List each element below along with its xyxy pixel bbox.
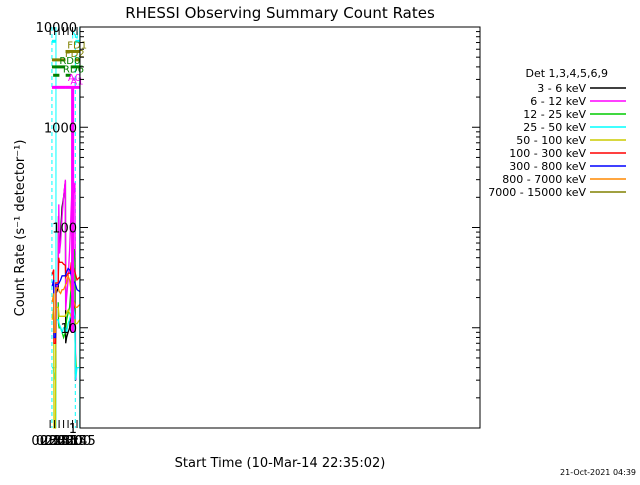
legend-entry-label-0: 3 - 6 keV: [537, 82, 586, 95]
legend-title: Det 1,3,4,5,6,9: [525, 67, 608, 80]
legend-entry-label-7: 800 - 7000 keV: [502, 173, 586, 186]
legend-entry-label-3: 25 - 50 keV: [523, 121, 586, 134]
y-axis-label: Count Rate (s⁻¹ detector⁻¹): [13, 140, 28, 317]
legend-entry-label-2: 12 - 25 keV: [523, 108, 586, 121]
x-tick-label-2: 23:15: [49, 434, 86, 449]
x-tick-label-0: 22:45: [58, 434, 95, 449]
state-bar-label-3: RD0: [59, 56, 80, 67]
x-tick-label-6: 00:15: [31, 434, 68, 449]
x-tick-label-1: 23:00: [54, 434, 91, 449]
legend-entry-label-8: 7000 - 15000 keV: [488, 186, 586, 199]
series-line-4: [51, 306, 81, 429]
axis-layer: 1 10 100 1000 10000 22:4523:0023:1523:3023:45…: [31, 21, 480, 449]
x-tick-label-3: 23:30: [45, 434, 82, 449]
y-tick-label-4: 10000: [36, 21, 77, 36]
legend-entry-label-5: 100 - 300 keV: [509, 147, 586, 160]
chart-title: RHESSI Observing Summary Count Rates: [125, 4, 435, 22]
x-axis-label: Start Time (10-Mar-14 22:35:02): [175, 456, 386, 471]
x-tick-label-4: 23:45: [40, 434, 77, 449]
y-tick-label-3: 1000: [44, 121, 77, 136]
timestamp: 21-Oct-2021 04:39: [560, 468, 636, 477]
y-tick-label-0: 1: [69, 422, 77, 437]
y-tick-label-2: 100: [52, 222, 77, 237]
state-bar-label-2: FD2: [65, 49, 85, 60]
state-bar-label-0: N: [71, 30, 78, 41]
series-line-7: [51, 273, 81, 333]
y-tick-label-1: 10: [60, 322, 77, 337]
state-bar-label-5: A1: [70, 76, 83, 87]
x-tick-label-5: 00:00: [36, 434, 73, 449]
state-bar-label-4: RD6: [63, 64, 84, 75]
state-bar-label-6: A0: [68, 73, 81, 84]
legend-entry-label-6: 300 - 800 keV: [509, 160, 586, 173]
state-bar-label-1: FD1: [67, 40, 87, 51]
legend-entry-label-4: 50 - 100 keV: [516, 134, 586, 147]
legend-entry-label-1: 6 - 12 keV: [530, 95, 586, 108]
